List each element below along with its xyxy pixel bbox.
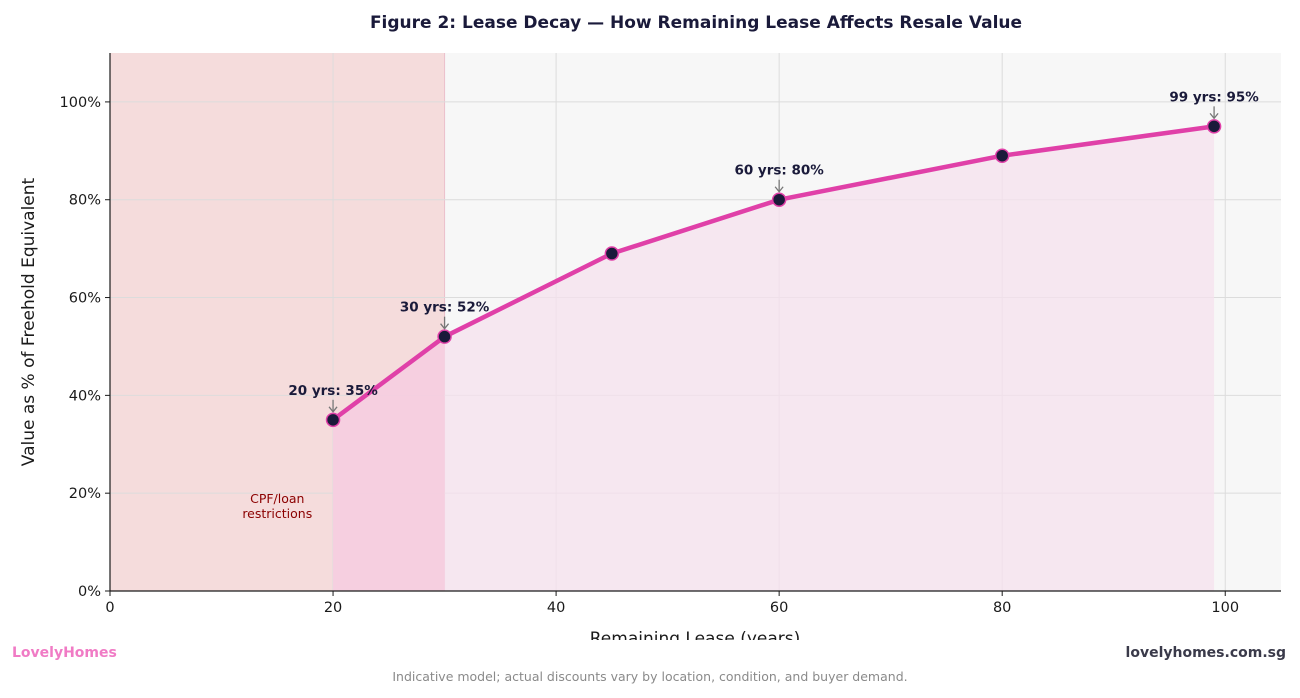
- data-point: [994, 148, 1010, 163]
- y-tick-label: 20%: [69, 486, 101, 502]
- x-tick-label: 0: [105, 600, 114, 616]
- annotation-arrow-head: [1209, 112, 1219, 120]
- x-tick-label: 60: [770, 600, 788, 616]
- x-tick-label: 80: [993, 600, 1011, 616]
- restriction-region-label: restrictions: [242, 506, 312, 521]
- data-point: [604, 246, 620, 261]
- data-annotation: 99 yrs: 95%: [1169, 89, 1259, 105]
- y-tick-label: 0%: [78, 584, 101, 600]
- annotation-arrow-head: [328, 406, 338, 413]
- site-url[interactable]: lovelyhomes.com.sg: [1125, 645, 1286, 661]
- data-point: [1206, 119, 1222, 134]
- data-point: [437, 329, 452, 344]
- footnote: Indicative model; actual discounts vary …: [392, 669, 908, 684]
- x-tick-label: 100: [1211, 600, 1239, 616]
- annotation-arrow-head: [440, 323, 450, 330]
- data-annotation: 60 yrs: 80%: [734, 163, 824, 179]
- x-tick-label: 20: [324, 600, 342, 616]
- data-point: [325, 412, 341, 428]
- restriction-region-label: CPF/loan: [250, 491, 304, 506]
- y-tick-label: 60%: [69, 291, 101, 307]
- annotation-arrow-head: [774, 186, 784, 193]
- y-tick-label: 100%: [60, 95, 101, 111]
- y-axis-label: Value as % of Freehold Equivalent: [19, 177, 39, 466]
- area-fill: [333, 126, 1215, 591]
- chart-title: Figure 2: Lease Decay — How Remaining Le…: [370, 13, 1022, 33]
- data-annotation: 30 yrs: 52%: [400, 300, 490, 316]
- data-point: [771, 192, 787, 207]
- data-annotation: 20 yrs: 35%: [288, 383, 378, 399]
- x-axis-label: Remaining Lease (years): [590, 629, 801, 640]
- y-tick-label: 80%: [69, 193, 101, 209]
- x-tick-label: 40: [547, 600, 565, 616]
- y-tick-label: 40%: [69, 388, 101, 404]
- brand-name: LovelyHomes: [12, 645, 117, 661]
- series-line: [330, 124, 1217, 423]
